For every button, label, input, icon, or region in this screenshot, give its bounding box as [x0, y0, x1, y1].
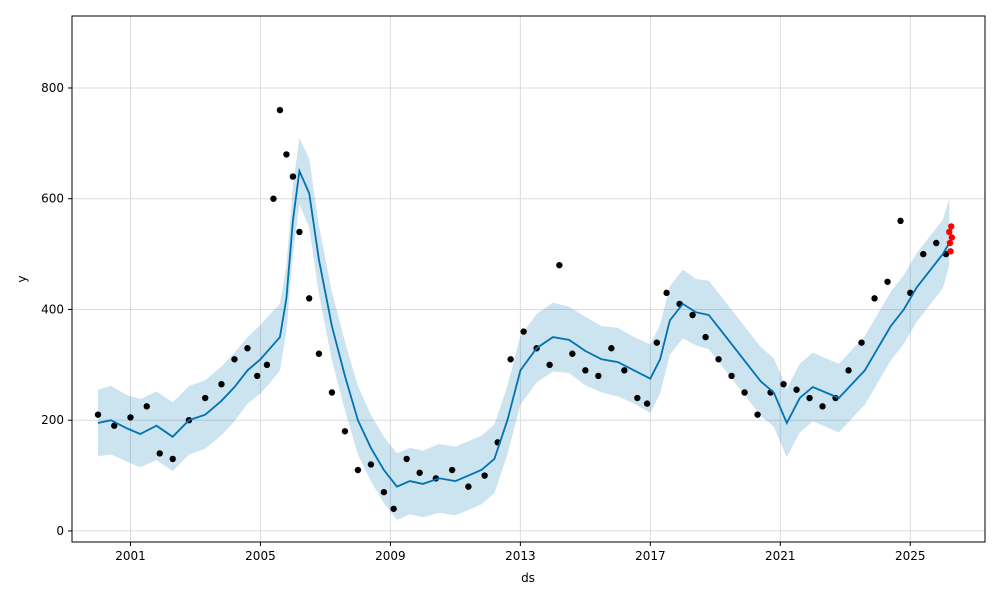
y-tick-label-1: 200: [41, 413, 64, 427]
observed-point: [920, 250, 927, 258]
x-tick-label-1: 2005: [245, 549, 276, 563]
y-tick-label-3: 600: [41, 192, 64, 206]
observed-point: [354, 466, 362, 474]
observed-point: [283, 151, 290, 158]
observed-point: [416, 469, 423, 476]
test-point: [947, 248, 954, 255]
y-tick-label-4: 800: [41, 81, 64, 95]
observed-point: [143, 403, 150, 410]
test-point: [948, 234, 956, 241]
x-tick-label-2: 2009: [375, 549, 406, 563]
observed-point: [741, 389, 748, 396]
observed-point: [621, 367, 628, 374]
y-tick-label-0: 0: [56, 524, 64, 538]
observed-point: [582, 367, 589, 374]
observed-point: [556, 261, 563, 269]
x-tick-label-3: 2013: [505, 549, 536, 563]
grid-lines: [72, 16, 985, 542]
observed-point: [202, 394, 209, 402]
forecast-line: [97, 167, 951, 488]
observed-point: [231, 356, 238, 363]
x-tick-label-5: 2021: [765, 549, 796, 563]
observed-point: [871, 295, 878, 302]
observed-point: [884, 278, 891, 285]
observed-point: [94, 411, 102, 418]
observed-point: [728, 372, 735, 380]
observed-point: [897, 217, 904, 225]
y-axis-label: y: [15, 275, 29, 282]
observed-point: [653, 339, 661, 346]
test-point: [948, 223, 955, 230]
x-axis-label: ds: [521, 571, 535, 585]
x-tick-label-0: 2001: [115, 549, 146, 563]
observed-point: [780, 381, 787, 388]
observed-point: [380, 488, 388, 496]
y-tick-label-2: 400: [41, 302, 64, 316]
observed-point: [270, 195, 277, 202]
plot-frame: [71, 15, 986, 543]
observed-point: [169, 455, 176, 463]
observed-point: [367, 461, 375, 468]
observed-point: [111, 422, 118, 429]
observed-point: [156, 450, 163, 457]
observed-point: [569, 350, 576, 357]
observed-point: [253, 372, 261, 380]
x-tick-label-6: 2025: [895, 549, 926, 563]
y-axis-ticks: 0 200 400 600 800: [41, 81, 72, 538]
observed-point: [806, 394, 813, 402]
observed-point: [244, 345, 251, 352]
observed-point: [546, 361, 553, 369]
observed-point: [448, 466, 456, 474]
observed-point: [754, 411, 761, 418]
observed-point: [465, 483, 472, 490]
observed-point: [845, 367, 852, 374]
observed-point: [663, 289, 670, 297]
uncertainty-band: [98, 137, 950, 520]
observed-point: [595, 372, 602, 380]
observed-point: [390, 505, 397, 512]
observed-point: [328, 389, 336, 396]
observed-point: [715, 356, 722, 363]
observed-point: [127, 414, 134, 421]
observed-point: [608, 345, 615, 352]
observed-point: [643, 400, 651, 407]
observed-point: [507, 356, 514, 363]
observed-point: [819, 403, 826, 410]
test-point: [946, 228, 953, 236]
observed-point: [305, 295, 313, 302]
x-axis-ticks: 2001 2005 2009 2013 2017 2021 2025: [115, 542, 926, 563]
observed-point: [481, 472, 488, 479]
observed-point: [289, 173, 297, 180]
observed-point: [218, 381, 225, 388]
observed-point: [793, 386, 800, 393]
observed-point: [263, 361, 271, 369]
test-points: [946, 223, 956, 255]
observed-point: [403, 455, 410, 463]
test-point: [946, 239, 954, 247]
observed-point: [689, 311, 696, 319]
observed-point: [315, 350, 323, 357]
observed-point: [858, 339, 865, 346]
observed-point: [702, 333, 709, 341]
observed-point: [341, 428, 349, 435]
observed-point: [634, 394, 641, 402]
observed-point: [933, 239, 940, 247]
observed-point: [520, 328, 527, 335]
observed-point: [296, 228, 303, 236]
observed-point: [276, 106, 284, 114]
x-tick-label-4: 2017: [635, 549, 666, 563]
